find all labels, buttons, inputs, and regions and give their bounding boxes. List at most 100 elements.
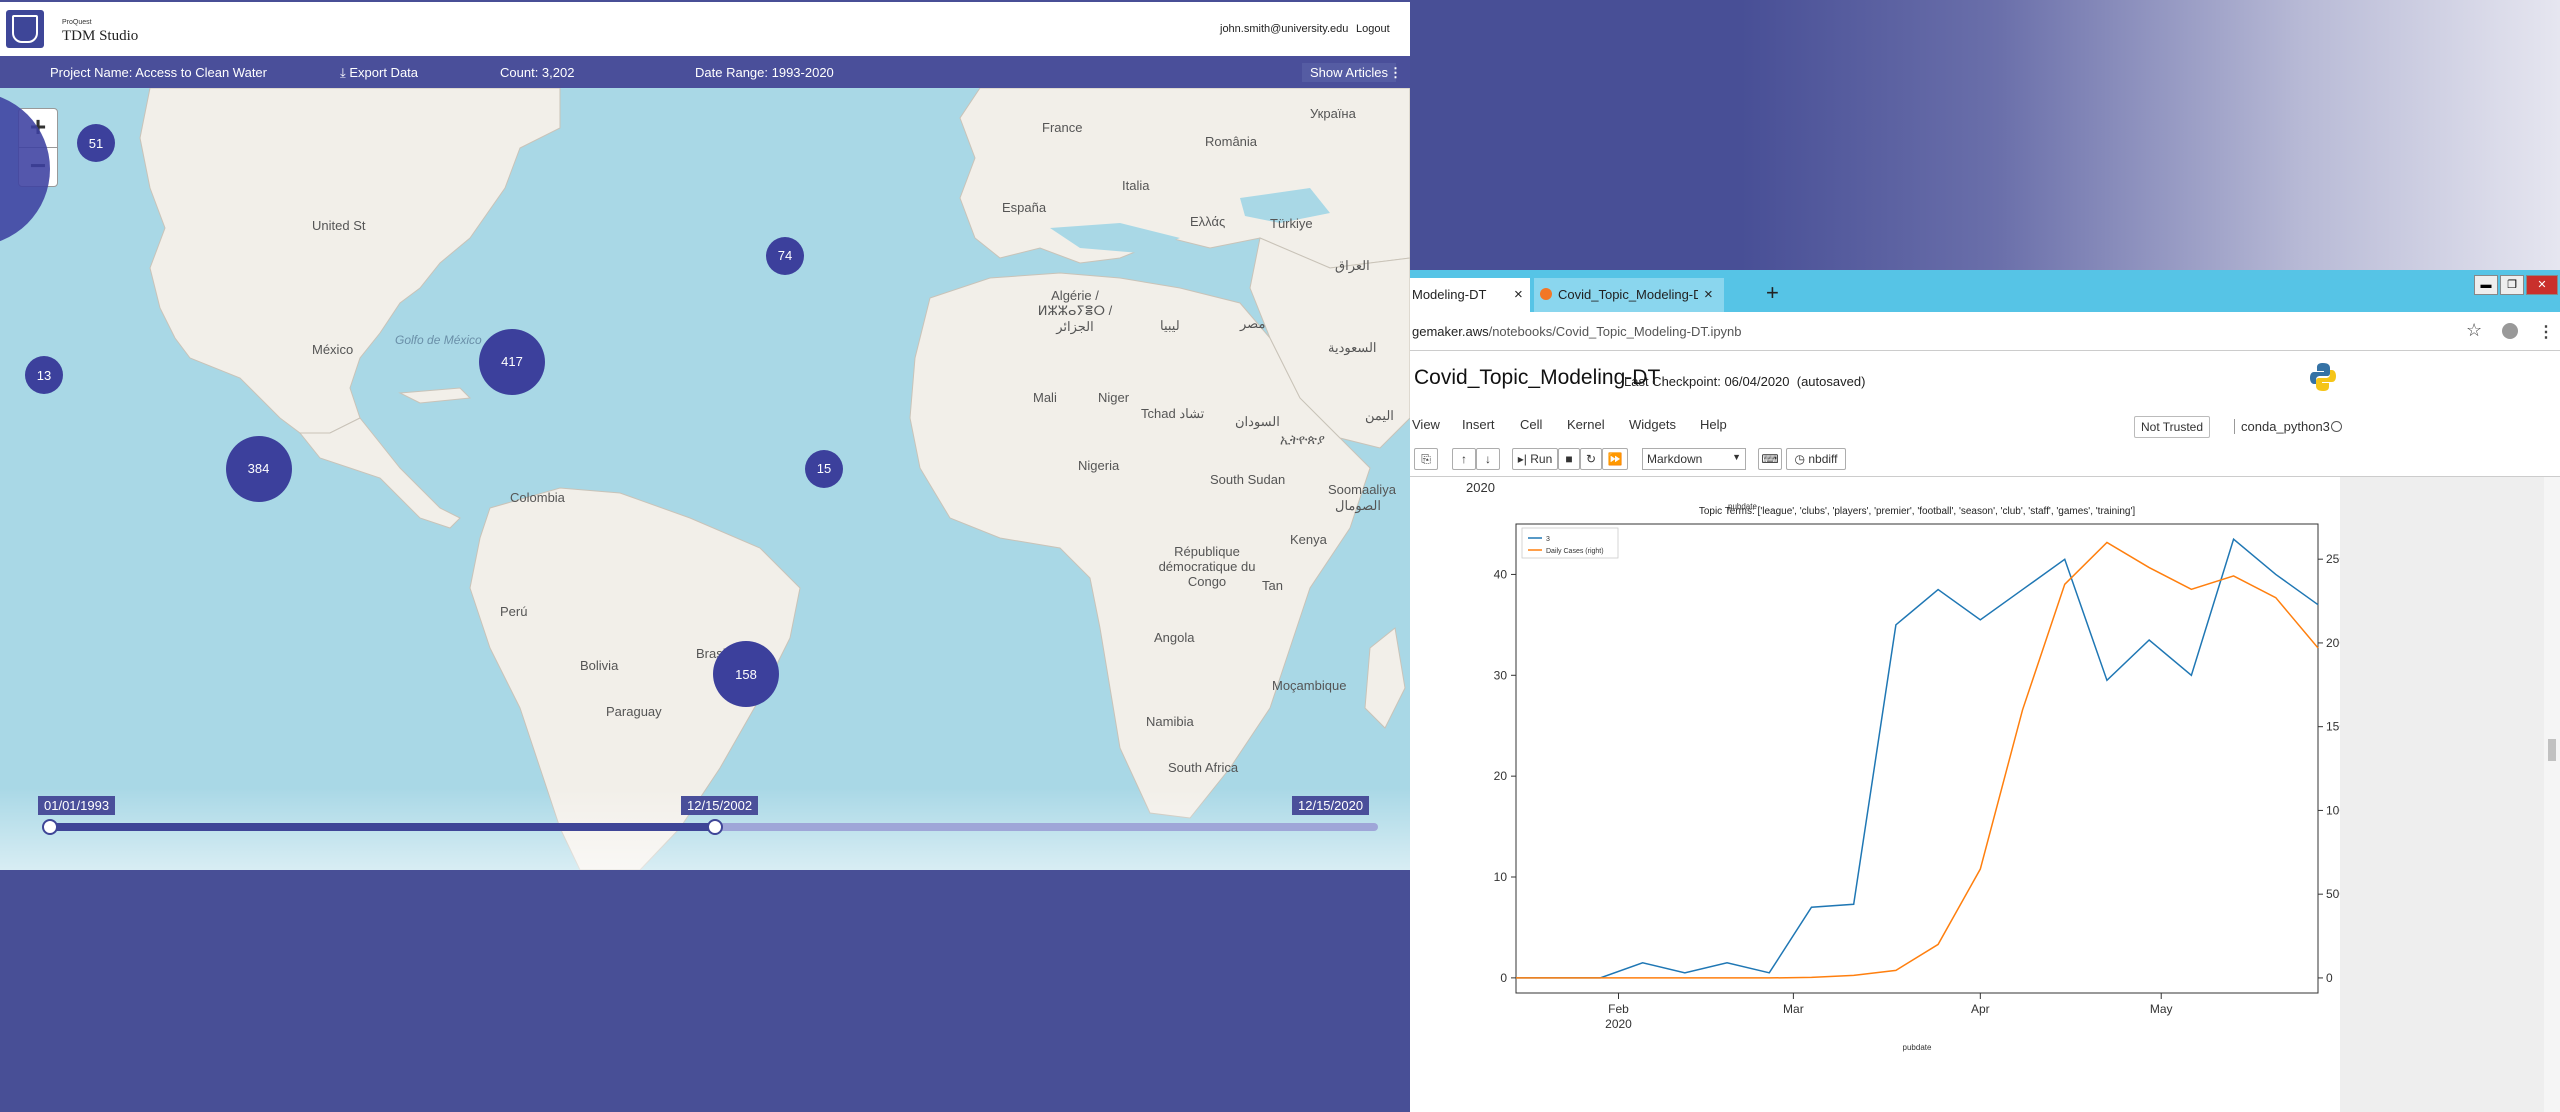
slider-start-date: 01/01/1993 — [38, 796, 116, 815]
checkpoint-label: Last Checkpoint: 06/04/2020 — [1624, 374, 1790, 389]
cell-type-select[interactable]: Markdown ▼ — [1642, 448, 1746, 470]
map-place-label: Kenya — [1290, 532, 1327, 547]
map-place-label: South Sudan — [1210, 472, 1286, 487]
browser-menu-icon[interactable]: ⋮ — [2538, 324, 2554, 341]
move-down-icon[interactable]: ↓ — [1476, 448, 1500, 470]
window-close-button[interactable]: ✕ — [2526, 275, 2558, 295]
keyboard-icon[interactable]: ⌨ — [1758, 448, 1782, 470]
brand-small-label: ProQuest — [62, 19, 92, 26]
map-place-label: United St — [312, 218, 366, 233]
tab-title: Modeling-DT — [1412, 287, 1487, 302]
url-path: /notebooks/Covid_Topic_Modeling-DT.ipynb — [1488, 324, 1742, 339]
move-up-icon[interactable]: ↑ — [1452, 448, 1476, 470]
map-place-label: Namibia — [1146, 714, 1194, 729]
project-toolbar: Project Name: Access to Clean Water ⤓ Ex… — [0, 56, 1410, 88]
y-right-tick-label: 200000 — [2326, 636, 2340, 650]
menu-view[interactable]: View — [1412, 417, 1440, 432]
show-articles-button[interactable]: Show Articles — [1302, 63, 1397, 82]
article-cluster-marker[interactable]: 13 — [25, 356, 63, 395]
history-icon: ◷ — [1794, 452, 1805, 466]
bookmark-star-icon[interactable]: ☆ — [2466, 320, 2483, 340]
close-icon[interactable]: × — [1514, 286, 1523, 303]
x-tick-sublabel: 2020 — [1605, 1017, 1632, 1031]
restart-icon[interactable]: ↻ — [1580, 448, 1602, 470]
map-place-label: Tchad تشاد — [1141, 406, 1205, 421]
menu-cell[interactable]: Cell — [1520, 417, 1543, 432]
x-tick-label: May — [2150, 1002, 2173, 1016]
menu-kernel[interactable]: Kernel — [1567, 417, 1605, 432]
y-tick-label: 0 — [1500, 971, 1507, 985]
notebook-toolbar: ⎘ ↑ ↓ ▸| Run ■ ↻ ⏩ Markdown ▼ ⌨ ◷ nbdiff — [1410, 446, 2560, 477]
map-place-label: Italia — [1122, 178, 1150, 193]
export-label: Export Data — [349, 65, 419, 80]
logout-link[interactable]: Logout — [1356, 23, 1390, 35]
map-place-label: Tan — [1262, 578, 1283, 593]
tab-bar: Modeling-DT × Covid_Topic_Modeling-DT-Co… — [1410, 270, 2560, 312]
new-tab-button[interactable]: + — [1766, 280, 1779, 305]
article-cluster-marker[interactable]: 417 — [479, 328, 545, 395]
close-icon[interactable]: × — [1704, 286, 1713, 303]
page-scrollbar[interactable] — [2544, 477, 2560, 1112]
y-right-tick-label: 50000 — [2326, 887, 2340, 901]
map-place-label: France — [1042, 120, 1083, 135]
map-place-label: Bolivia — [580, 658, 619, 673]
article-cluster-marker[interactable]: 51 — [77, 124, 115, 163]
world-map[interactable]: + − FranceУкраїнаRomâniaItaliaEspañaΕλλά… — [0, 88, 1410, 870]
previous-output-xlabel: pubdate — [1728, 502, 1757, 511]
notebook-title[interactable]: Covid_Topic_Modeling-DT — [1414, 366, 1661, 389]
map-place-label: Golfo de México — [395, 333, 482, 347]
map-place-label: South Africa — [1168, 760, 1239, 775]
menu-help[interactable]: Help — [1700, 417, 1727, 432]
nbdiff-button[interactable]: ◷ nbdiff — [1786, 448, 1846, 470]
map-place-label: Perú — [500, 604, 528, 619]
paste-icon[interactable]: ⎘ — [1414, 448, 1438, 470]
previous-output-year: 2020 — [1466, 480, 1495, 495]
y-tick-label: 40 — [1494, 567, 1508, 581]
scrollbar-thumb[interactable] — [2548, 739, 2556, 761]
x-tick-label: Mar — [1783, 1002, 1804, 1016]
article-cluster-marker[interactable]: 384 — [225, 435, 292, 502]
date-slider-end-handle[interactable] — [707, 819, 723, 835]
address-bar[interactable]: gemaker.aws/notebooks/Covid_Topic_Modeli… — [1410, 312, 2560, 351]
map-place-label: اليمن — [1365, 408, 1394, 423]
autosaved-label: (autosaved) — [1796, 374, 1866, 389]
date-slider-start-handle[interactable] — [42, 819, 58, 835]
series-line-topic-3 — [1516, 537, 2319, 979]
tdm-studio-window: ProQuest TDM Studio john.smith@universit… — [0, 2, 1410, 870]
fast-forward-icon[interactable]: ⏩ — [1602, 448, 1628, 470]
tab-modeling-dt[interactable]: Modeling-DT × — [1410, 278, 1530, 312]
url-host: gemaker.aws — [1412, 324, 1489, 339]
not-trusted-button[interactable]: Not Trusted — [2134, 416, 2211, 438]
more-options-icon[interactable]: ⋮ — [1389, 65, 1402, 80]
minimize-button[interactable]: ▬ — [2474, 275, 2498, 295]
map-place-label: Mali — [1033, 390, 1057, 405]
menu-insert[interactable]: Insert — [1462, 417, 1495, 432]
tab-title: Covid_Topic_Modeling-DT-Copy — [1558, 287, 1698, 302]
legend-label: Daily Cases (right) — [1546, 548, 1604, 555]
run-button[interactable]: ▸| Run — [1512, 448, 1558, 470]
kernel-name[interactable]: conda_python3 — [2234, 419, 2330, 434]
notebook-page: 2020 pubdate Topic Terms: ['league', 'cl… — [1410, 477, 2340, 1112]
legend-label: 3 — [1546, 536, 1550, 543]
profile-avatar-icon[interactable] — [2502, 323, 2518, 339]
tdm-header: ProQuest TDM Studio john.smith@universit… — [0, 2, 1410, 57]
restore-button[interactable]: ❐ — [2500, 275, 2524, 295]
y-right-tick-label: 0 — [2326, 971, 2333, 985]
python-logo-icon — [2310, 363, 2336, 391]
article-cluster-marker[interactable]: 158 — [713, 641, 779, 708]
article-cluster-marker[interactable]: 15 — [805, 449, 843, 488]
article-cluster-marker[interactable]: 74 — [766, 236, 804, 275]
slider-end-date: 12/15/2020 — [1292, 796, 1370, 815]
y-right-tick-label: 100000 — [2326, 803, 2340, 817]
export-data-button[interactable]: ⤓ Export Data — [340, 65, 418, 81]
menu-widgets[interactable]: Widgets — [1629, 417, 1676, 432]
tab-covid-topic-modeling-copy[interactable]: Covid_Topic_Modeling-DT-Copy × — [1534, 278, 1724, 312]
interrupt-icon[interactable]: ■ — [1558, 448, 1580, 470]
y-tick-label: 10 — [1494, 870, 1508, 884]
map-place-label: Colombia — [510, 490, 565, 505]
desktop-background — [0, 870, 1088, 1112]
map-place-label: México — [312, 342, 354, 357]
map-place-label: Algérie / ⵍⵣⵣⴰⵢⴻⵔ / الجزائر — [1037, 288, 1113, 334]
map-place-label: România — [1205, 134, 1258, 149]
project-name: Project Name: Access to Clean Water — [50, 65, 267, 80]
